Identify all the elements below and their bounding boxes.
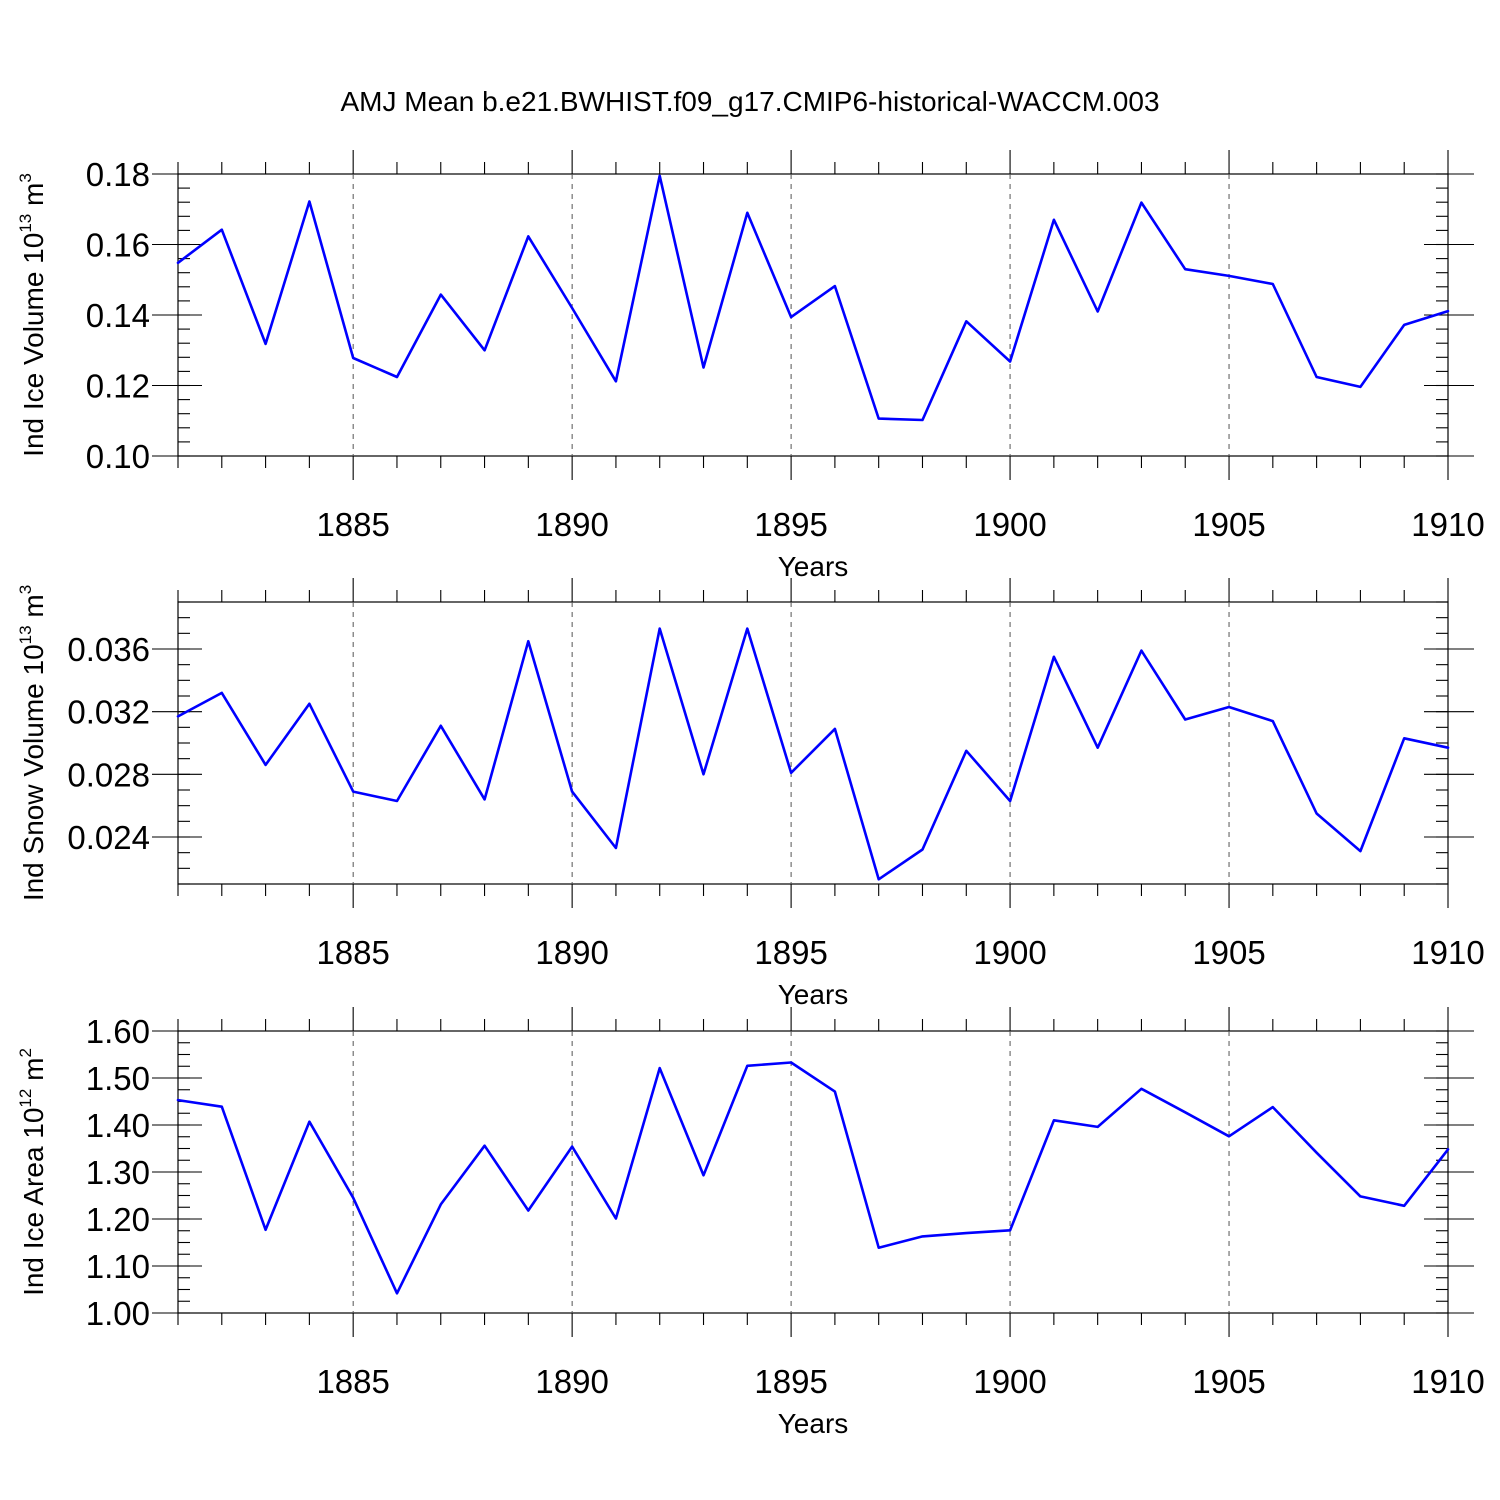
- x-tick-label: 1885: [316, 506, 389, 543]
- y-tick-label: 0.024: [67, 819, 150, 856]
- x-tick-label: 1910: [1411, 1363, 1484, 1400]
- y-tick-label: 1.20: [86, 1201, 150, 1238]
- y-tick-label: 1.60: [86, 1013, 150, 1050]
- x-axis-label: Years: [778, 1408, 849, 1439]
- y-tick-label: 1.40: [86, 1107, 150, 1144]
- x-tick-label: 1890: [535, 506, 608, 543]
- y-tick-label: 0.028: [67, 756, 150, 793]
- x-axis-label: Years: [778, 979, 849, 1010]
- x-tick-label: 1885: [316, 1363, 389, 1400]
- series-line-snow-volume: [176, 627, 1450, 881]
- series-line-ice-area: [176, 1061, 1450, 1295]
- y-axis-label: Ind Ice Area 1012 m2: [16, 1048, 49, 1296]
- y-tick-label: 0.14: [86, 297, 150, 334]
- y-tick-label: 1.30: [86, 1154, 150, 1191]
- x-tick-label: 1900: [973, 934, 1046, 971]
- y-tick-label: 0.18: [86, 156, 150, 193]
- y-tick-label: 0.16: [86, 227, 150, 264]
- y-tick-label: 1.50: [86, 1060, 150, 1097]
- x-axis-label: Years: [778, 551, 849, 582]
- x-tick-label: 1905: [1192, 934, 1265, 971]
- panel-snow-volume: 0.024 0.028 0.032 0.036 1885 1890 1895 1900 1905…: [16, 578, 1485, 1010]
- y-tick-label: 1.10: [86, 1248, 150, 1285]
- plot-frame: [177, 173, 1449, 457]
- y-tick-label: 0.10: [86, 438, 150, 475]
- figure-title: AMJ Mean b.e21.BWHIST.f09_g17.CMIP6-hist…: [340, 86, 1159, 117]
- y-axis-label: Ind Ice Volume 1013 m3: [16, 173, 49, 457]
- y-tick-label: 1.00: [86, 1295, 150, 1332]
- y-axis-label: Ind Snow Volume 1013 m3: [16, 585, 49, 901]
- panel-ice-area: 1.00 1.10 1.20 1.30 1.40 1.50 1.60 1885 1890 1895…: [16, 1007, 1485, 1439]
- x-tick-label: 1910: [1411, 934, 1484, 971]
- x-tick-label: 1910: [1411, 506, 1484, 543]
- y-tick-label: 0.12: [86, 368, 150, 405]
- y-tick-label: 0.032: [67, 694, 150, 731]
- x-tick-label: 1895: [754, 1363, 827, 1400]
- x-tick-label: 1900: [973, 506, 1046, 543]
- x-tick-label: 1900: [973, 1363, 1046, 1400]
- y-tick-label: 0.036: [67, 631, 150, 668]
- x-tick-label: 1885: [316, 934, 389, 971]
- x-tick-label: 1905: [1192, 506, 1265, 543]
- panel-ice-volume: 0.10 0.12 0.14 0.16 0.18 1885 1890 1895 1900 1905…: [16, 150, 1485, 582]
- plot-frame: [177, 601, 1449, 885]
- x-tick-label: 1890: [535, 1363, 608, 1400]
- x-tick-label: 1895: [754, 934, 827, 971]
- x-tick-label: 1905: [1192, 1363, 1265, 1400]
- x-tick-label: 1890: [535, 934, 608, 971]
- plot-frame: [177, 1030, 1449, 1314]
- series-line-ice-volume: [176, 174, 1450, 422]
- x-tick-label: 1895: [754, 506, 827, 543]
